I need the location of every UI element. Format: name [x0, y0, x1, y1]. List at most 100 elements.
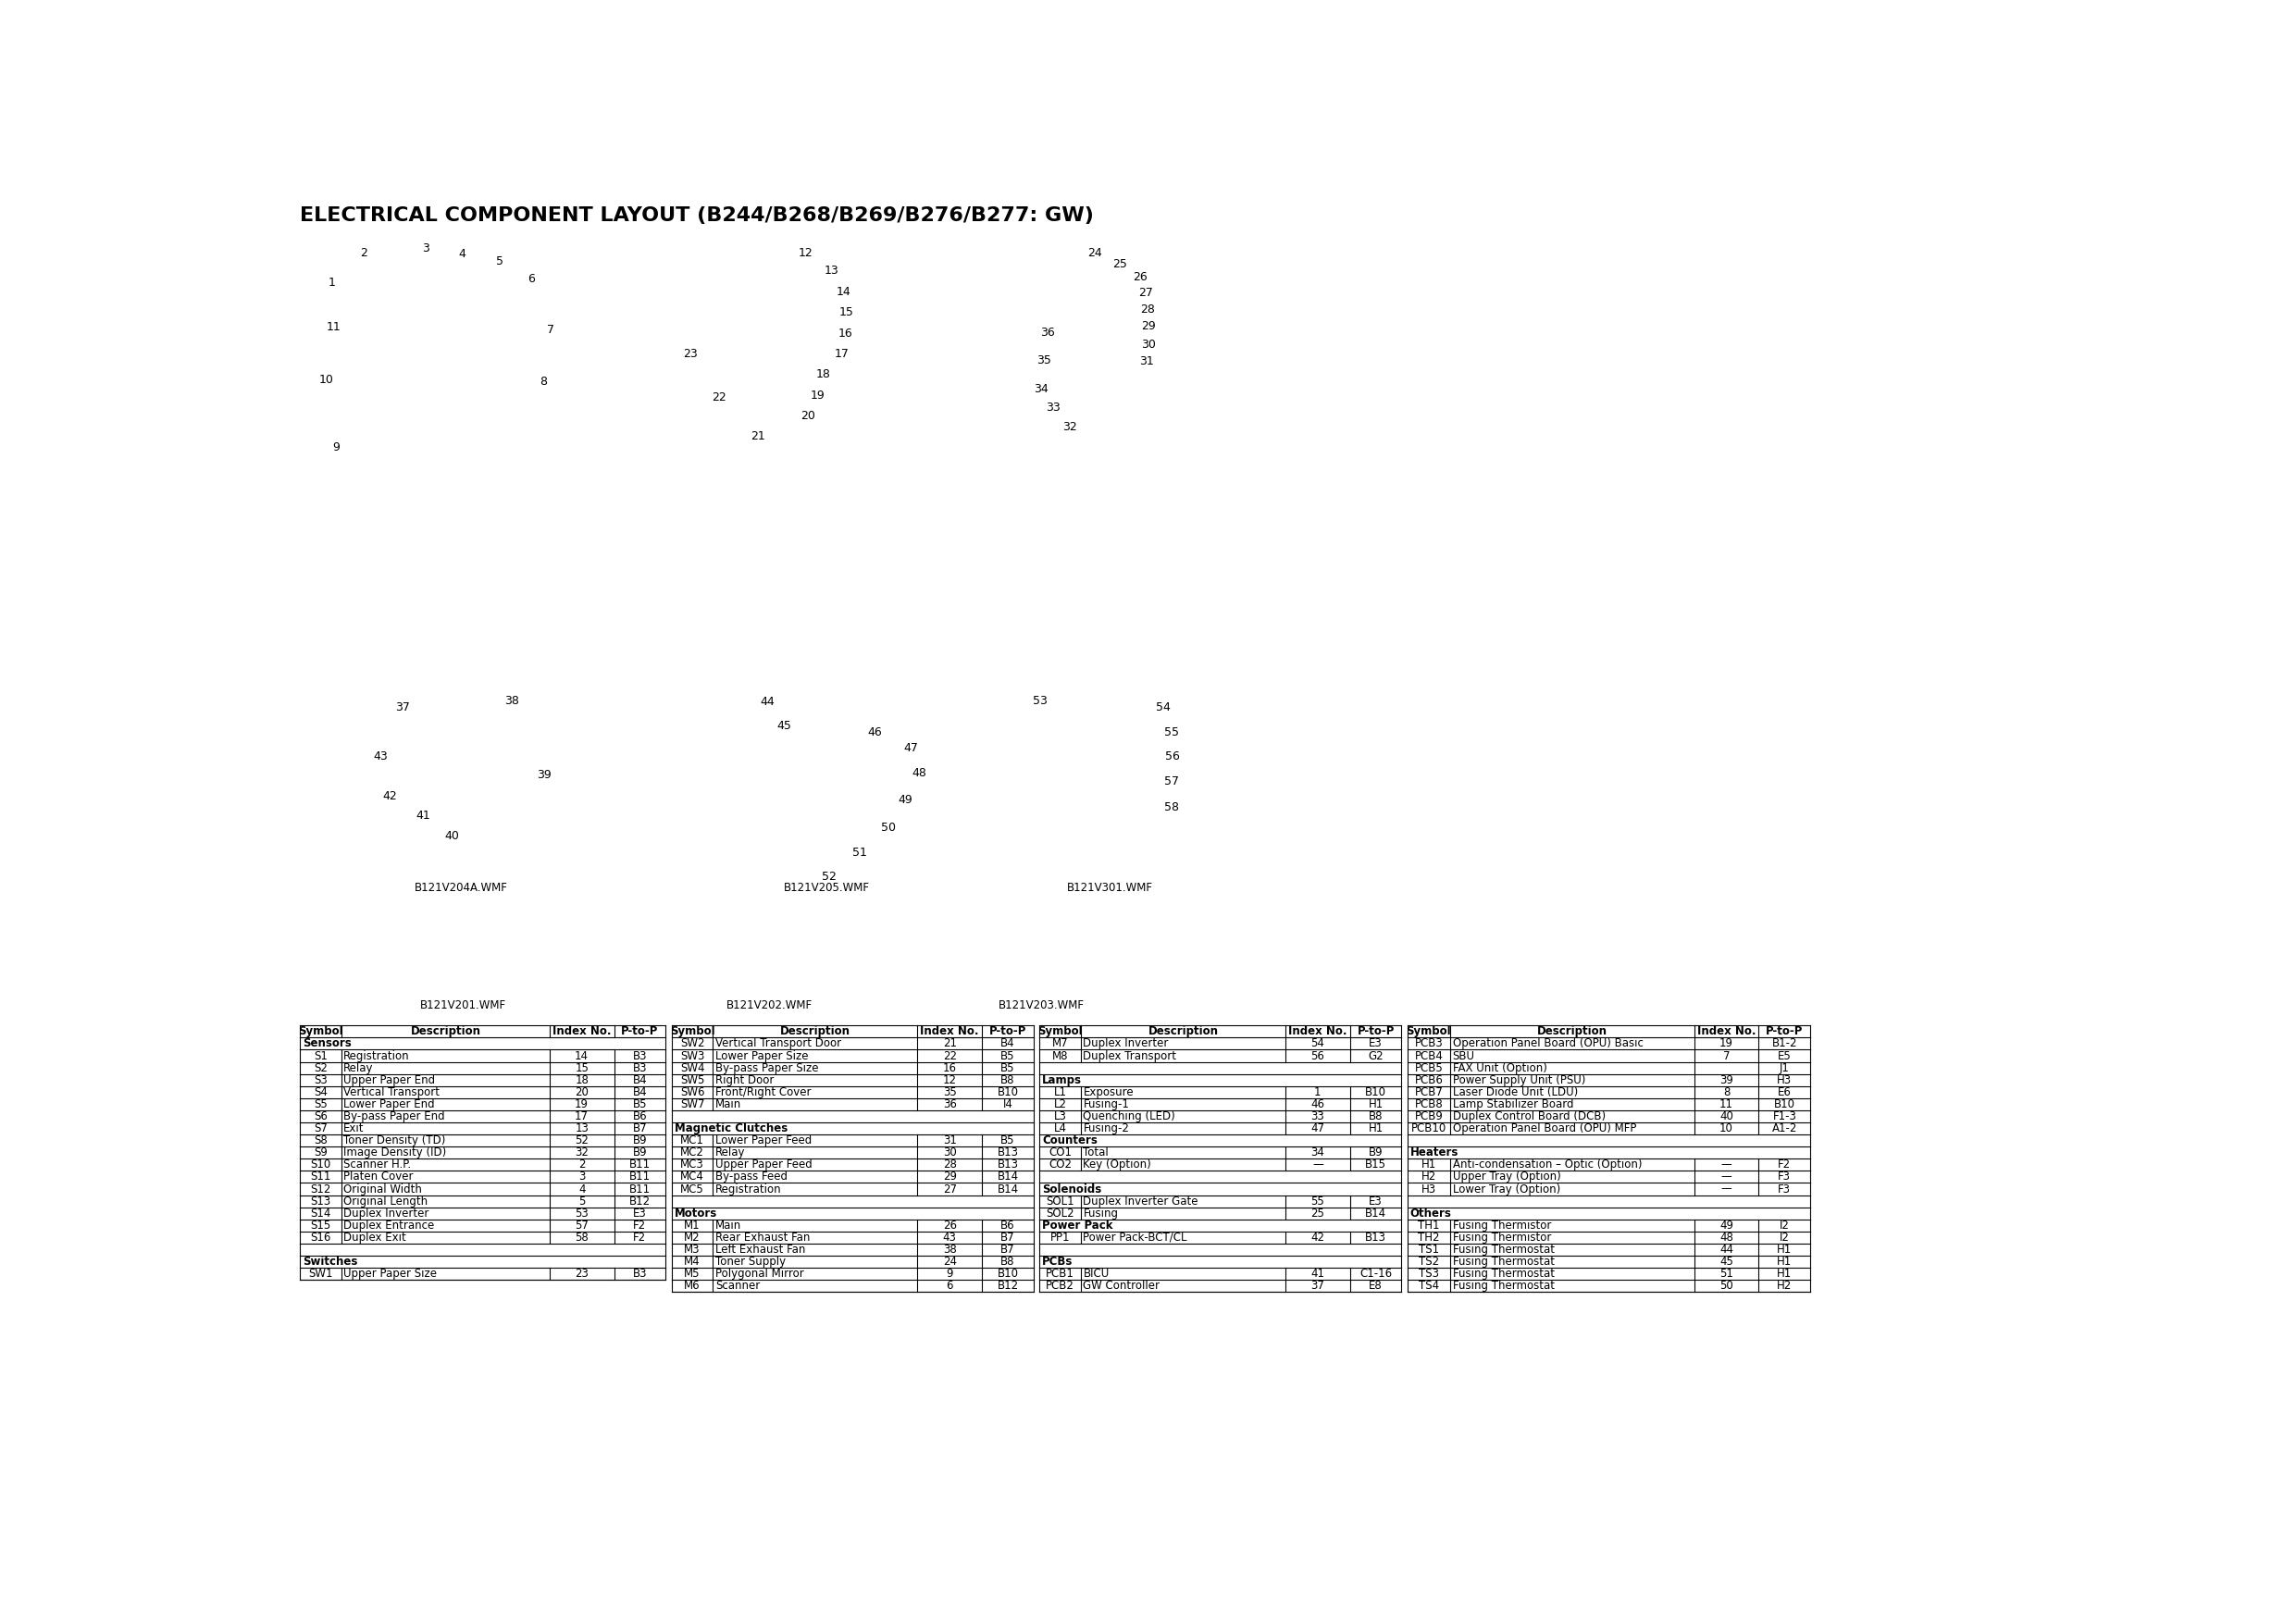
- Text: M5: M5: [684, 1268, 700, 1281]
- Bar: [1407, 1256, 1809, 1268]
- Text: S12: S12: [310, 1183, 331, 1195]
- Bar: [301, 1195, 666, 1208]
- Bar: [301, 1208, 666, 1219]
- Text: H2: H2: [1421, 1170, 1437, 1183]
- Text: CO1: CO1: [1049, 1147, 1072, 1159]
- Bar: [670, 1134, 1033, 1146]
- Text: 28: 28: [944, 1159, 957, 1170]
- Text: S11: S11: [310, 1170, 331, 1183]
- Text: Exit: Exit: [344, 1123, 365, 1134]
- Text: 54: 54: [1157, 701, 1171, 712]
- Text: PCB4: PCB4: [1414, 1050, 1444, 1061]
- Text: B5: B5: [1001, 1050, 1015, 1061]
- Text: H1: H1: [1777, 1268, 1793, 1281]
- Text: 11: 11: [1720, 1099, 1733, 1110]
- Text: By-pass Paper Size: By-pass Paper Size: [714, 1061, 817, 1074]
- Text: 36: 36: [1040, 326, 1054, 338]
- Text: M4: M4: [684, 1256, 700, 1268]
- Text: Quenching (LED): Quenching (LED): [1084, 1110, 1176, 1123]
- Text: 24: 24: [944, 1256, 957, 1268]
- Text: SW6: SW6: [680, 1086, 705, 1099]
- Text: 13: 13: [574, 1123, 588, 1134]
- Text: Sensors: Sensors: [303, 1037, 351, 1050]
- Text: Symbol: Symbol: [670, 1026, 714, 1037]
- Text: Duplex Inverter: Duplex Inverter: [344, 1208, 429, 1219]
- Text: 26: 26: [1134, 271, 1148, 284]
- Text: —: —: [1722, 1159, 1731, 1170]
- Text: SW5: SW5: [680, 1074, 705, 1086]
- Text: Scanner: Scanner: [714, 1281, 760, 1292]
- Text: 51: 51: [1720, 1268, 1733, 1281]
- Text: 31: 31: [944, 1134, 957, 1146]
- Text: B10: B10: [1775, 1099, 1795, 1110]
- Text: E5: E5: [1777, 1050, 1791, 1061]
- Text: Right Door: Right Door: [714, 1074, 774, 1086]
- Text: Vertical Transport Door: Vertical Transport Door: [714, 1037, 840, 1050]
- Text: MC2: MC2: [680, 1147, 705, 1159]
- Text: H1: H1: [1777, 1256, 1793, 1268]
- Text: 40: 40: [445, 829, 459, 842]
- Text: Duplex Exit: Duplex Exit: [344, 1232, 406, 1243]
- Text: Magnetic Clutches: Magnetic Clutches: [675, 1123, 788, 1134]
- Text: SW3: SW3: [680, 1050, 705, 1061]
- Text: 44: 44: [760, 696, 774, 708]
- Text: Duplex Entrance: Duplex Entrance: [344, 1219, 434, 1232]
- Text: H1: H1: [1777, 1243, 1793, 1256]
- Text: 8: 8: [1722, 1086, 1729, 1099]
- Text: ELECTRICAL COMPONENT LAYOUT (B244/B268/B269/B276/B277: GW): ELECTRICAL COMPONENT LAYOUT (B244/B268/B…: [301, 206, 1093, 224]
- Text: Description: Description: [781, 1026, 850, 1037]
- Bar: [1407, 1195, 1809, 1208]
- Text: B8: B8: [1001, 1074, 1015, 1086]
- Text: M3: M3: [684, 1243, 700, 1256]
- Text: B121V203.WMF: B121V203.WMF: [999, 1000, 1084, 1011]
- Text: Duplex Control Board (DCB): Duplex Control Board (DCB): [1453, 1110, 1605, 1123]
- Text: 41: 41: [416, 810, 432, 823]
- Text: I2: I2: [1779, 1219, 1789, 1232]
- Text: 25: 25: [1311, 1208, 1325, 1219]
- Text: B10: B10: [1366, 1086, 1387, 1099]
- Text: Total: Total: [1084, 1147, 1109, 1159]
- Text: 20: 20: [801, 411, 815, 422]
- Text: 33: 33: [1045, 403, 1061, 414]
- Text: 16: 16: [838, 328, 852, 339]
- Text: F2: F2: [634, 1219, 647, 1232]
- Text: M1: M1: [684, 1219, 700, 1232]
- Text: I4: I4: [1003, 1099, 1013, 1110]
- Text: 1: 1: [328, 278, 335, 289]
- Text: 10: 10: [1720, 1123, 1733, 1134]
- Text: 3: 3: [579, 1170, 585, 1183]
- Text: B3: B3: [634, 1061, 647, 1074]
- Bar: [1040, 1195, 1401, 1208]
- Text: PCB2: PCB2: [1047, 1281, 1075, 1292]
- Text: TS4: TS4: [1419, 1281, 1440, 1292]
- Bar: [1407, 1026, 1809, 1037]
- Text: 26: 26: [944, 1219, 957, 1232]
- Text: E3: E3: [634, 1208, 647, 1219]
- Text: PCBs: PCBs: [1042, 1256, 1072, 1268]
- Text: F3: F3: [1777, 1183, 1791, 1195]
- Text: 55: 55: [1164, 725, 1180, 738]
- Text: B121V205.WMF: B121V205.WMF: [783, 881, 870, 894]
- Text: B121V204A.WMF: B121V204A.WMF: [416, 881, 507, 894]
- Text: Vertical Transport: Vertical Transport: [344, 1086, 441, 1099]
- Bar: [1407, 1037, 1809, 1050]
- Text: 58: 58: [1164, 802, 1180, 813]
- Text: TS2: TS2: [1419, 1256, 1440, 1268]
- Text: S16: S16: [310, 1232, 331, 1243]
- Text: H1: H1: [1368, 1099, 1382, 1110]
- Text: Upper Paper End: Upper Paper End: [344, 1074, 436, 1086]
- Text: B9: B9: [634, 1134, 647, 1146]
- Text: 5: 5: [496, 256, 503, 268]
- Text: B7: B7: [1001, 1232, 1015, 1243]
- Text: 24: 24: [1088, 247, 1102, 260]
- Text: Others: Others: [1410, 1208, 1451, 1219]
- Text: 19: 19: [810, 390, 824, 403]
- Text: 16: 16: [944, 1061, 957, 1074]
- Bar: [670, 1123, 1033, 1134]
- Text: 22: 22: [944, 1050, 957, 1061]
- Text: 37: 37: [1311, 1281, 1325, 1292]
- Text: PP1: PP1: [1049, 1232, 1070, 1243]
- Text: Relay: Relay: [344, 1061, 374, 1074]
- Text: PCB6: PCB6: [1414, 1074, 1444, 1086]
- Text: 15: 15: [574, 1061, 588, 1074]
